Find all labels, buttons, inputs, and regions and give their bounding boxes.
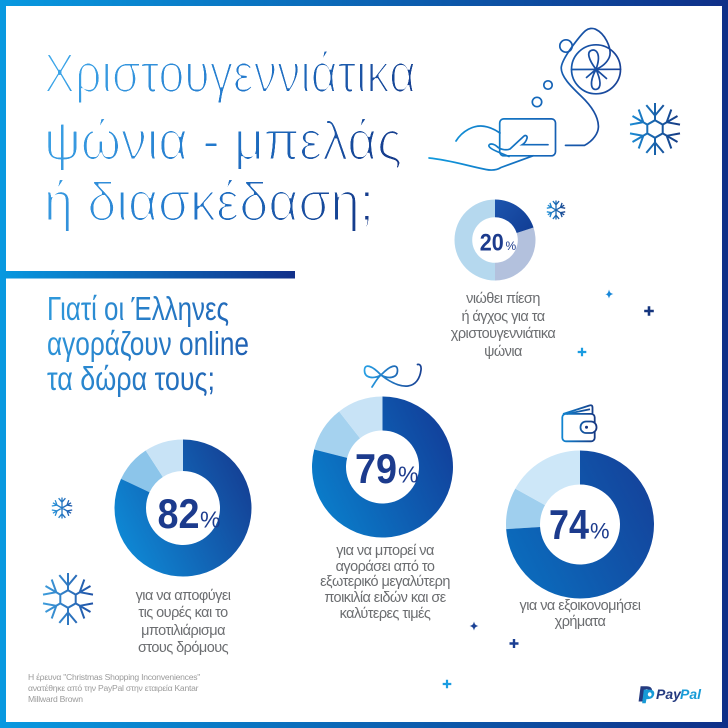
svg-text:Χριστουγεννιάτικα: Χριστουγεννιάτικα (44, 42, 416, 104)
svg-text:Pay: Pay (656, 686, 682, 702)
svg-text:Pal: Pal (680, 686, 702, 702)
svg-text:ή διασκέδαση;: ή διασκέδαση; (44, 171, 374, 233)
svg-text:%: % (398, 462, 418, 488)
svg-text:82: 82 (158, 490, 200, 537)
svg-text:%: % (590, 519, 610, 544)
svg-text:%: % (506, 239, 517, 253)
svg-text:ψώνια - μπελάς: ψώνια - μπελάς (44, 110, 402, 172)
svg-text:20: 20 (480, 229, 504, 256)
svg-text:%: % (200, 507, 220, 533)
svg-text:Γιατί οι Έλληνες: Γιατί οι Έλληνες (47, 290, 229, 327)
svg-text:79: 79 (355, 445, 397, 492)
svg-text:τα δώρα τους;: τα δώρα τους; (47, 360, 215, 397)
svg-text:αγοράζουν online: αγοράζουν online (47, 325, 249, 362)
svg-text:74: 74 (549, 501, 589, 548)
